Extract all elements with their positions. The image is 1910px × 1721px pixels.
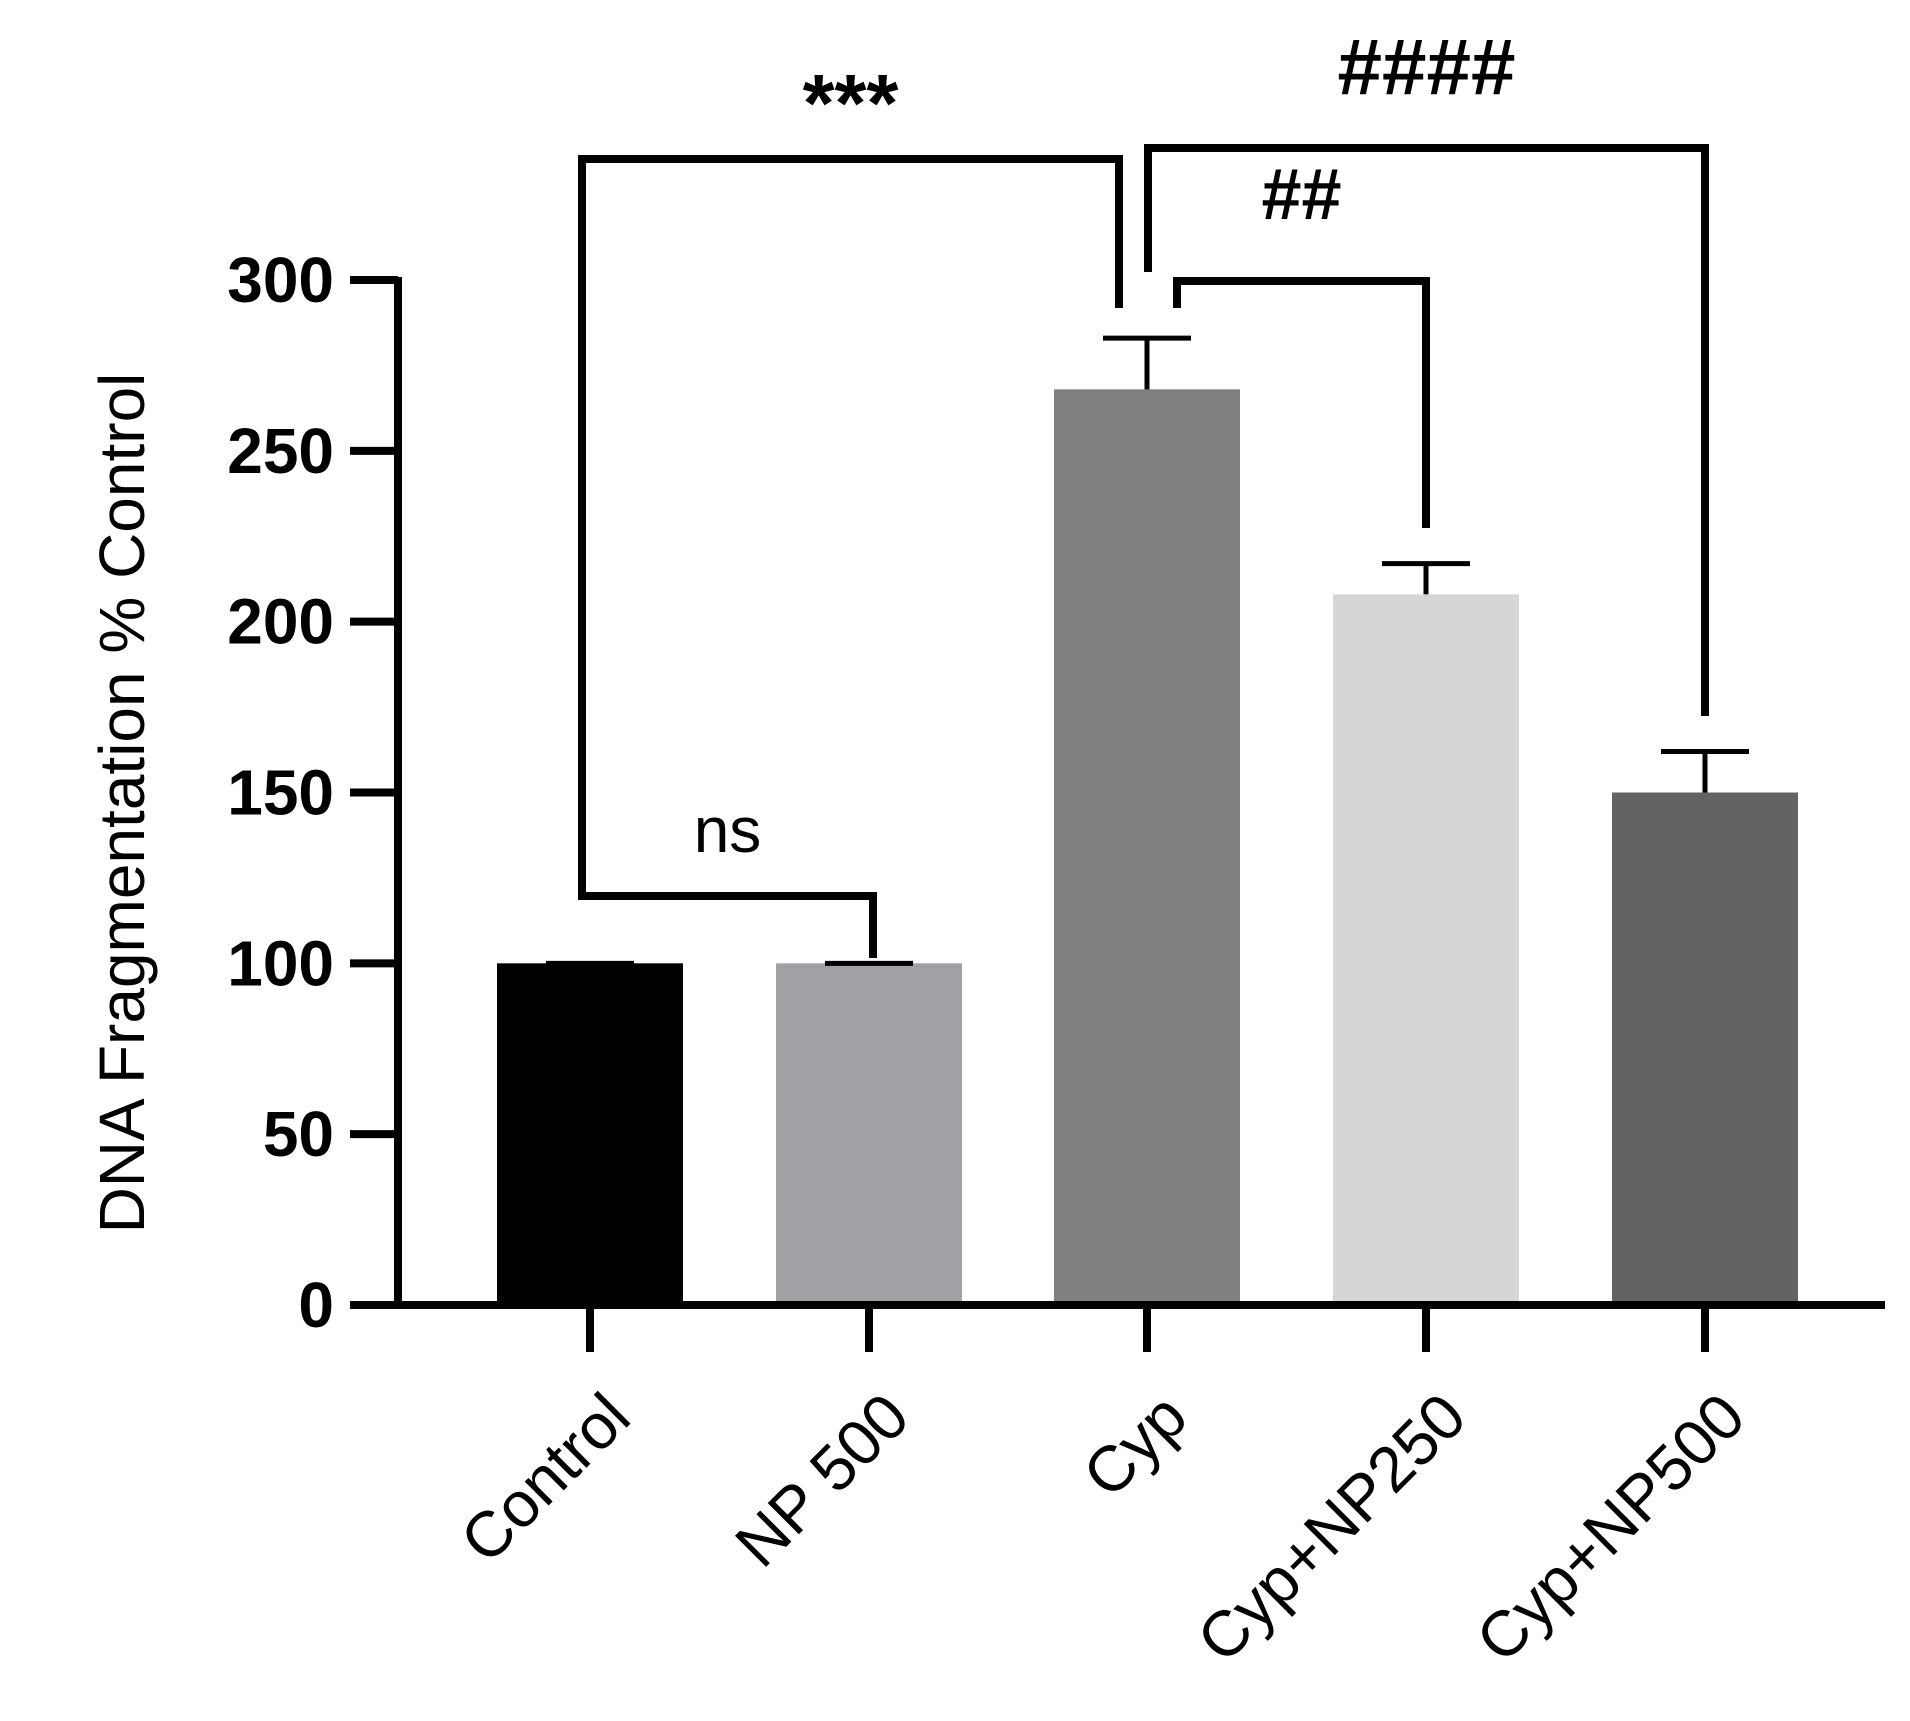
significance-bracket-cyp-vs-cyp-np250: ## [1173, 155, 1430, 528]
significance-bracket-cyp-vs-cyp-np500: #### [1144, 23, 1709, 716]
y-tick-label-150: 150 [227, 757, 334, 829]
error-bar-cyp-np500 [1661, 749, 1749, 793]
significance-line-control-vs-np-500 [578, 845, 877, 958]
bar-cyp-np250 [1333, 594, 1519, 1305]
y-tick-label-300: 300 [227, 244, 334, 316]
significance-line-cyp-vs-cyp-np500 [1144, 144, 1709, 716]
significance-bracket-control-vs-cyp: *** [578, 59, 1123, 845]
bar-cyp-np500 [1612, 792, 1798, 1305]
error-bars-layer [546, 335, 1749, 966]
y-tick-label-200: 200 [227, 586, 334, 658]
y-tick-label-250: 250 [227, 415, 334, 487]
axes-layer: 0 50 100 150 200 250 300 [227, 244, 1885, 1352]
bar-control [497, 963, 683, 1305]
significance-line-cyp-vs-cyp-np250 [1173, 277, 1430, 528]
bar-np-500 [776, 963, 962, 1305]
significance-layer: ns***###### [578, 23, 1709, 958]
x-tick-label-cyp-np250: Cyp+NP250 [1183, 1380, 1479, 1676]
x-tick-label-np-500: NP 500 [721, 1380, 922, 1581]
error-bar-cyp-np250 [1382, 561, 1470, 595]
bars-layer [497, 389, 1798, 1305]
y-tick-label-0: 0 [298, 1269, 334, 1341]
y-axis-title-group: DNA Fragmentation % Control [86, 373, 158, 1234]
y-tick-label-50: 50 [263, 1098, 334, 1170]
significance-label-control-vs-cyp: *** [803, 59, 899, 150]
significance-label-cyp-vs-cyp-np250: ## [1261, 155, 1341, 235]
bar-cyp [1054, 389, 1240, 1305]
error-bar-cyp [1103, 335, 1191, 390]
y-axis-title: DNA Fragmentation % Control [86, 373, 158, 1234]
significance-label-control-vs-np-500: ns [694, 794, 762, 866]
significance-line-control-vs-cyp [578, 155, 1123, 845]
x-tick-label-cyp-np500: Cyp+NP500 [1462, 1380, 1758, 1676]
y-tick-label-100: 100 [227, 927, 334, 999]
x-tick-label-cyp: Cyp [1069, 1380, 1200, 1511]
significance-label-cyp-vs-cyp-np500: #### [1338, 23, 1516, 112]
significance-bracket-control-vs-np-500: ns [578, 794, 877, 958]
x-tick-label-control: Control [447, 1380, 644, 1577]
